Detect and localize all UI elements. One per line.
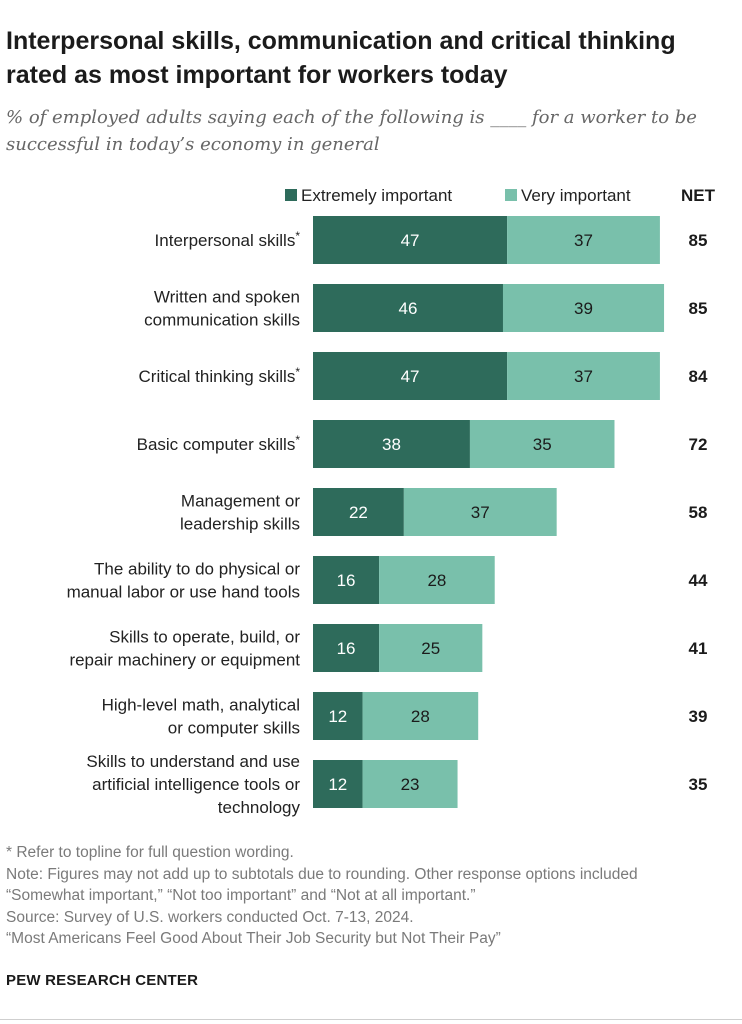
bar-segment-very-important [379, 624, 483, 672]
bar-segment-very-important [379, 556, 495, 604]
bar-row-6: The ability to do physical or manual labo… [67, 556, 708, 604]
bottom-divider [0, 1019, 742, 1020]
footnote-note-line-2: “Somewhat important,” “Not too important… [6, 887, 476, 904]
legend-swatch-extremely-important [285, 189, 297, 201]
bar-row-3: Critical thinking skills* 47 37 84 [139, 352, 708, 400]
bar-row-4: Basic computer skills* 38 35 72 [137, 420, 708, 468]
value-label-very-important: 28 [427, 571, 446, 590]
source-org: PEW RESEARCH CENTER [6, 972, 199, 989]
bar-segment-very-important [469, 420, 615, 468]
bar-segment-extremely-important [313, 556, 380, 604]
category-label: Skills to operate, build, or repair machi… [69, 628, 300, 670]
footnote-source: Source: Survey of U.S. workers conducted… [6, 908, 414, 926]
category-label: Management or leadership skills [180, 492, 300, 534]
value-label-extremely-important: 22 [349, 503, 368, 522]
value-label-very-important: 37 [574, 231, 593, 250]
bar-row-2: Written and spoken communication skills 46… [144, 284, 707, 332]
bar-segment-extremely-important [313, 352, 508, 400]
chart-title: Interpersonal skills, communication and … [6, 27, 676, 89]
value-label-extremely-important: 47 [401, 231, 420, 250]
bar-segment-extremely-important [313, 760, 363, 808]
bar-segment-extremely-important [313, 624, 380, 672]
category-label: The ability to do physical or manual labo… [67, 560, 301, 602]
bar-segment-very-important [502, 284, 665, 332]
value-label-extremely-important: 16 [337, 639, 356, 658]
bar-segment-extremely-important [313, 692, 363, 740]
bar-segment-very-important [362, 760, 458, 808]
bar-segment-very-important [362, 692, 479, 740]
chart-subtitle: % of employed adults saying each of the … [6, 107, 697, 155]
bar-row-8: High-level math, analytical or computer s… [102, 692, 708, 740]
bar-segment-very-important [403, 488, 557, 536]
value-label-extremely-important: 16 [337, 571, 356, 590]
bar-row-5: Management or leadership skills 22 37 58 [180, 488, 707, 536]
footnote-note-line-1: Note: Figures may not add up to subtotal… [6, 865, 638, 883]
value-label-very-important: 39 [574, 299, 593, 318]
category-label: Skills to understand and use artificial i… [86, 752, 300, 817]
legend-swatch-very-important [505, 189, 517, 201]
value-label-extremely-important: 46 [399, 299, 418, 318]
category-label: Interpersonal skills* [155, 229, 301, 250]
category-label: Written and spoken communication skills [144, 288, 300, 330]
net-value: 84 [689, 367, 708, 386]
bar-segment-extremely-important [313, 284, 503, 332]
net-value: 44 [689, 571, 708, 590]
bar-segment-very-important [507, 216, 660, 264]
net-header: NET [681, 186, 716, 205]
net-value: 39 [689, 707, 708, 726]
net-value: 35 [689, 775, 708, 794]
value-label-extremely-important: 47 [401, 367, 420, 386]
category-label: Critical thinking skills* [139, 365, 301, 386]
value-label-very-important: 37 [471, 503, 490, 522]
value-label-very-important: 25 [421, 639, 440, 658]
net-header-group: NET [681, 186, 716, 205]
legend: Extremely important Very important [285, 186, 631, 205]
net-value: 72 [689, 435, 708, 454]
bar-row-1: Interpersonal skills* 47 37 85 [155, 216, 708, 264]
category-label: High-level math, analytical or computer s… [102, 696, 300, 738]
net-value: 58 [689, 503, 708, 522]
bar-segment-extremely-important [313, 488, 404, 536]
stacked-bar-chart: Extremely important Very important NET In… [67, 186, 716, 817]
legend-label-very-important: Very important [521, 186, 631, 205]
value-label-very-important: 37 [574, 367, 593, 386]
value-label-extremely-important: 12 [328, 707, 347, 726]
bar-row-7: Skills to operate, build, or repair machi… [69, 624, 707, 672]
net-value: 85 [689, 231, 708, 250]
notes-block: * Refer to topline for full question wor… [6, 842, 740, 950]
bar-segment-extremely-important [313, 216, 508, 264]
value-label-very-important: 23 [401, 775, 420, 794]
legend-label-extremely-important: Extremely important [301, 186, 452, 205]
value-label-very-important: 28 [411, 707, 430, 726]
bar-segment-very-important [507, 352, 660, 400]
value-label-extremely-important: 38 [382, 435, 401, 454]
value-label-very-important: 35 [533, 435, 552, 454]
bar-row-9: Skills to understand and use artificial i… [86, 752, 707, 817]
footnote-asterisk: * Refer to topline for full question wor… [6, 844, 294, 861]
net-value: 41 [689, 639, 708, 658]
net-value: 85 [689, 299, 708, 318]
value-label-extremely-important: 12 [328, 775, 347, 794]
bar-segment-extremely-important [313, 420, 470, 468]
footnote-report-title: “Most Americans Feel Good About Their Jo… [6, 930, 501, 947]
category-label: Basic computer skills* [137, 433, 301, 454]
